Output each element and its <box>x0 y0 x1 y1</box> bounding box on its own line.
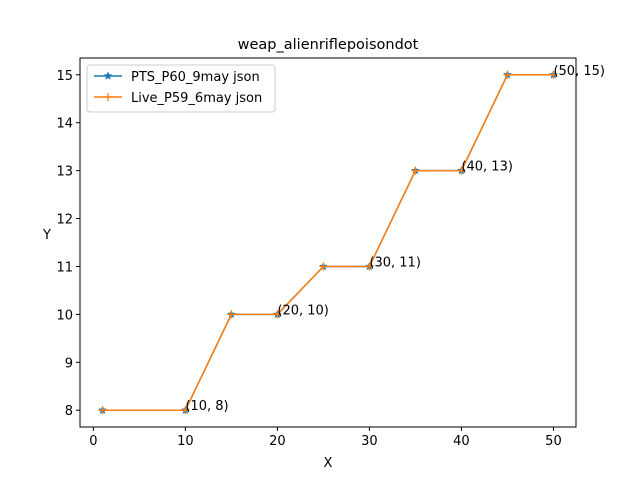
series-2-point <box>181 406 190 415</box>
y-tick-label: 12 <box>56 213 73 228</box>
y-axis-label: Y <box>42 228 51 243</box>
x-tick-label: 50 <box>545 434 562 449</box>
series-2-point <box>411 166 420 175</box>
legend-marker-2 <box>104 93 112 101</box>
x-tick-label: 40 <box>453 434 470 449</box>
axes-frame <box>79 57 577 428</box>
x-tick-label: 10 <box>177 434 194 449</box>
data-annotation: (40, 13) <box>461 160 512 175</box>
y-tick-label: 8 <box>65 404 73 419</box>
plot-area <box>98 70 558 415</box>
y-tick-label: 11 <box>56 260 73 275</box>
y-tick-label: 14 <box>56 117 73 132</box>
x-tick-label: 30 <box>361 434 378 449</box>
data-annotation: (50, 15) <box>553 64 605 79</box>
series-2-point <box>549 70 558 79</box>
annotations: (10, 8) (20, 10) (30, 11) (40, 13) (50, 15) <box>185 64 605 414</box>
data-annotation: (20, 10) <box>277 303 329 318</box>
series-2-point <box>319 262 328 271</box>
series-line-2 <box>102 74 554 411</box>
series-2-point <box>503 70 512 79</box>
series-2-point <box>457 166 466 175</box>
y-axis: 8 9 10 11 12 13 14 15 <box>56 69 80 419</box>
legend-marker-1 <box>103 71 113 80</box>
y-tick-label: 13 <box>56 165 73 180</box>
chart-title: weap_alienriflepoisondot <box>238 37 419 53</box>
legend-label-2: Live_P59_6may json <box>131 91 262 106</box>
legend-box <box>86 64 276 113</box>
x-tick-label: 0 <box>89 434 97 449</box>
legend-label-1: PTS_P60_9may json <box>131 70 260 85</box>
legend: PTS_P60_9may json Live_P59_6may json <box>86 64 276 113</box>
series-2-point <box>273 310 282 319</box>
y-tick-label: 10 <box>56 308 73 323</box>
x-axis-label: X <box>324 456 333 471</box>
x-axis: 0 10 20 30 40 50 <box>89 427 562 449</box>
x-tick-label: 20 <box>269 434 286 449</box>
data-annotation: (30, 11) <box>369 255 421 270</box>
series-2-point <box>365 262 374 271</box>
y-tick-label: 15 <box>56 69 73 84</box>
y-tick-label: 9 <box>65 356 73 371</box>
series-2-point <box>227 310 236 319</box>
series-2-point <box>98 406 107 415</box>
data-annotation: (10, 8) <box>185 399 228 414</box>
